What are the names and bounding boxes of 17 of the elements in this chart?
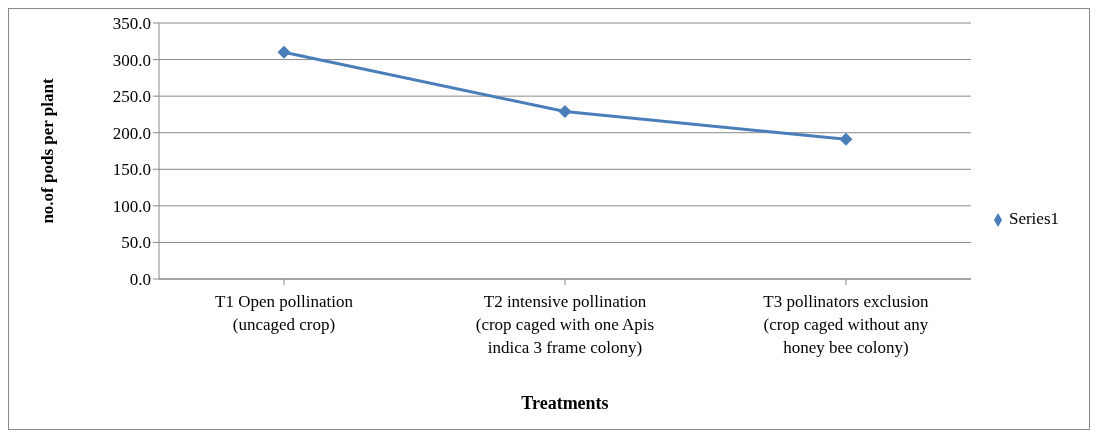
y-tick-label: 150.0	[112, 160, 151, 180]
x-tick-label: T3 pollinators exclusion (crop caged without any honey bee colony)	[763, 292, 930, 358]
y-tick-label: 50.0	[121, 233, 151, 253]
y-tick-label: 0.0	[129, 270, 151, 290]
point	[277, 45, 291, 59]
x-tick-label: T1 Open pollination (uncaged crop)	[215, 292, 354, 335]
x-tick-label: T2 intensive pollination (crop caged with one Apis indica 3 frame colony)	[475, 292, 655, 358]
point	[558, 105, 572, 118]
y-tick-label: 250.0	[112, 87, 151, 107]
legend-label: Series1	[1008, 209, 1059, 228]
y-tick-label: 200.0	[112, 123, 151, 143]
point	[839, 132, 853, 146]
x-axis-title: Treatments	[521, 393, 609, 413]
y-tick-label: 100.0	[112, 196, 151, 216]
y-tick-label: 350.0	[112, 14, 151, 34]
y-axis-title: no.of pods per plant	[38, 78, 58, 224]
y-tick-label: 300.0	[112, 50, 151, 70]
